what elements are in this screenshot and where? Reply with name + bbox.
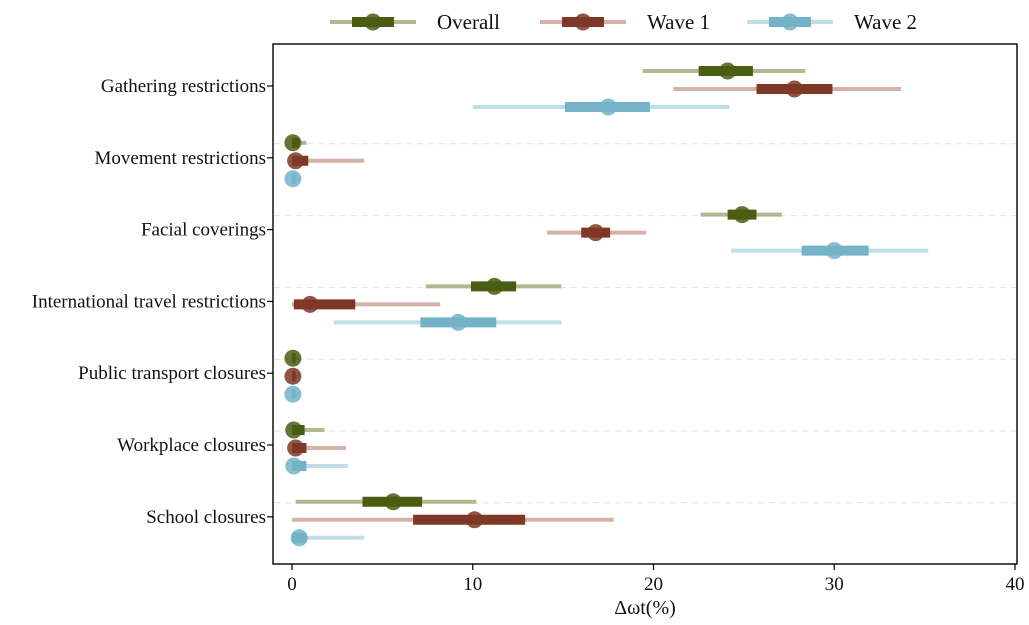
estimate-point [587,224,605,242]
estimate-point [284,367,302,385]
x-axis-label: Δωt(%) [614,597,676,619]
x-tick-label: 10 [463,574,482,595]
estimate-point [284,349,302,367]
estimate-point [285,421,303,439]
estimate-point [290,529,308,547]
estimate-point [284,134,302,152]
category-label: Workplace closures [117,435,266,456]
estimate-point [284,170,302,188]
chart-marks [284,62,929,547]
estimate-point [384,493,402,511]
estimate-point [301,295,319,313]
category-label: School closures [146,507,266,528]
plot-frame [272,43,1018,565]
legend-label: Overall [437,10,500,34]
legend-label: Wave 1 [647,10,710,34]
estimate-point [284,385,302,403]
estimate-point [449,313,467,331]
category-label: Facial coverings [141,220,266,241]
estimate-point [485,277,503,295]
legend: Overall Wave 1 Wave 2 [330,10,917,34]
legend-point-swatch [364,13,382,31]
x-tick-label: 40 [1006,574,1025,595]
x-tick-label: 0 [287,574,297,595]
x-tick-label: 20 [644,574,663,595]
category-label: Movement restrictions [95,148,267,169]
category-label: Gathering restrictions [101,76,266,97]
legend-point-swatch [574,13,592,31]
estimate-point [466,511,484,529]
legend-label: Wave 2 [854,10,917,34]
estimate-point [287,152,305,170]
estimate-point [785,80,803,98]
category-label: International travel restrictions [32,291,266,312]
x-tick-label: 30 [825,574,844,595]
estimate-point [733,206,751,224]
estimate-point [825,242,843,260]
estimate-point [719,62,737,80]
estimate-point [285,457,303,475]
x-axis: 0 10 20 30 40 [287,564,1025,595]
category-label: Public transport closures [78,363,266,384]
estimate-point [599,98,617,116]
legend-point-swatch [781,13,799,31]
y-axis: Gathering restrictions Movement restricti… [32,76,273,528]
estimate-point [287,439,305,457]
